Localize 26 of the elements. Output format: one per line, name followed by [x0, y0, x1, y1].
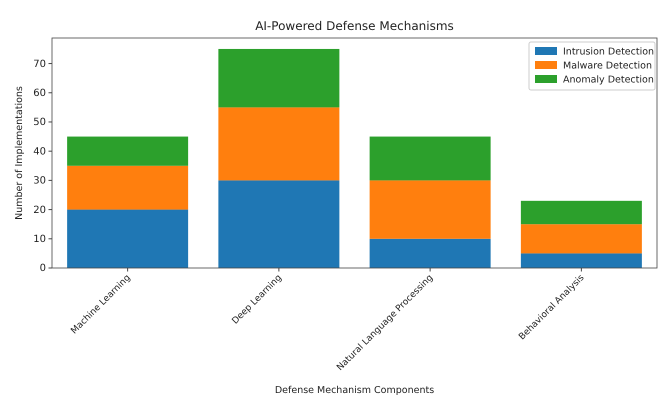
bar: [218, 48, 340, 108]
chart-title: AI-Powered Defense Mechanisms: [255, 19, 454, 33]
bar: [520, 224, 642, 254]
y-axis-title: Number of Implementations: [14, 86, 25, 220]
bar: [218, 180, 340, 268]
bar: [520, 200, 642, 224]
y-tick-label: 10: [33, 234, 46, 245]
bar: [370, 238, 491, 268]
bar: [67, 210, 188, 268]
y-tick-label: 30: [33, 176, 46, 187]
bar: [370, 136, 491, 180]
y-tick-label: 20: [33, 204, 46, 216]
bar: [520, 253, 642, 268]
bar: [67, 166, 188, 210]
y-tick-label: 70: [33, 58, 46, 70]
legend-label: Anomaly Detection: [563, 74, 654, 86]
y-tick-label: 60: [33, 88, 46, 99]
legend-label: Intrusion Detection: [563, 46, 654, 58]
bar: [218, 107, 340, 180]
bar: [67, 136, 188, 166]
bar: [370, 180, 491, 239]
y-tick-label: 50: [33, 117, 46, 128]
y-tick-label: 0: [40, 263, 46, 274]
legend-label: Malware Detection: [563, 60, 652, 72]
x-axis-title: Defense Mechanism Components: [274, 385, 434, 396]
y-tick-label: 40: [33, 146, 46, 158]
